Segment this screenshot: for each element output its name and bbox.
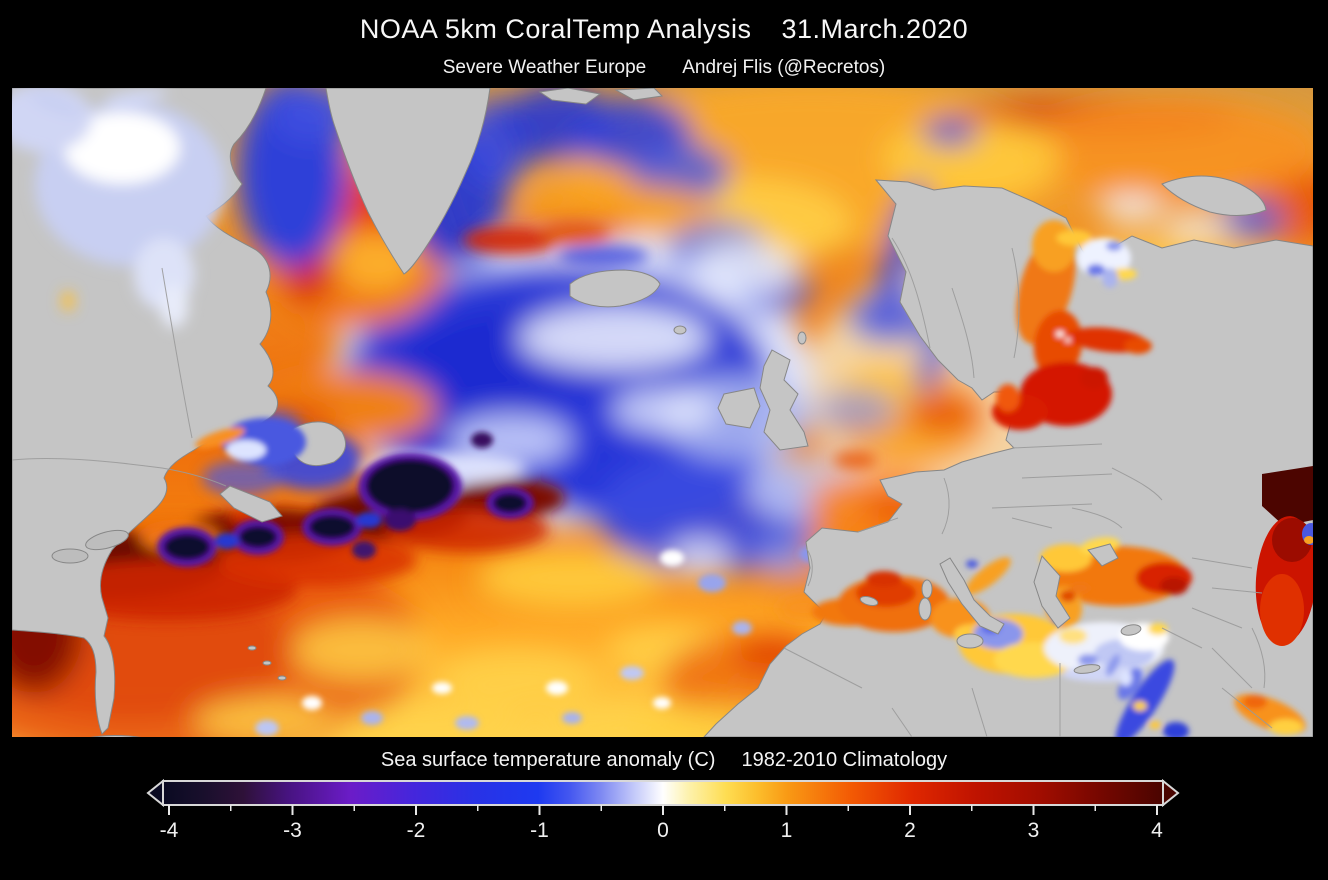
page-subtitle: Severe Weather Europe Andrej Flis (@Recr… [0, 57, 1328, 79]
colorbar-svg: -4 -3 -2 -1 0 1 2 3 4 [146, 778, 1180, 842]
land-novaya-zemlya [1161, 175, 1267, 216]
colorbar-tick-label: -4 [160, 819, 179, 842]
bahamas-cay [262, 660, 272, 666]
gulf-of-st-lawrence [195, 418, 306, 466]
bahamas-cay [247, 645, 257, 651]
colorbar-tick-label: 0 [657, 819, 669, 842]
land-greece [1033, 555, 1071, 629]
land-iceland [569, 269, 661, 308]
red-sea [1106, 654, 1189, 737]
land-greenland [325, 88, 491, 275]
land-italy [939, 557, 1005, 635]
colorbar-tick-label: 3 [1028, 819, 1040, 842]
land-crimea [1087, 543, 1119, 567]
colorbar-tick-label: -1 [530, 819, 549, 842]
land-faroe [673, 325, 687, 335]
legend-title-climatology: 1982-2010 Climatology [741, 749, 948, 771]
legend-title-label: Sea surface temperature anomaly (C) [380, 749, 716, 771]
baltic-sea [992, 220, 1152, 430]
colorbar-left-arrow [146, 778, 164, 808]
colorbar-tick-label: 4 [1151, 819, 1163, 842]
mediterranean-peninsulas [859, 543, 1142, 674]
subtitle-author: Andrej Flis (@Recretos) [682, 57, 886, 78]
white-sea [1056, 230, 1137, 288]
land-svalbard-2 [614, 88, 664, 101]
hudson-bay [12, 88, 225, 328]
land-cyprus [1120, 624, 1142, 636]
land-crete [1073, 664, 1101, 674]
persian-gulf [1234, 694, 1306, 735]
title-date: 31.March.2020 [781, 14, 969, 44]
page-title: NOAA 5km CoralTemp Analysis 31.March.202… [0, 14, 1328, 45]
land-sardinia [918, 597, 932, 621]
colorbar-gradient-bar [162, 780, 1164, 806]
title-main: NOAA 5km CoralTemp Analysis [359, 14, 752, 44]
land-svalbard [538, 88, 602, 105]
colorbar-tick-label: -3 [283, 819, 302, 842]
colorbar-ticks: -4 -3 -2 -1 0 1 2 3 4 [160, 805, 1163, 842]
legend-title: Sea surface temperature anomaly (C) 1982… [0, 749, 1328, 772]
colorbar-right-arrow [1162, 778, 1180, 808]
subtitle-credit: Severe Weather Europe [442, 57, 647, 78]
land-corsica [921, 579, 933, 599]
bahamas-cay [277, 675, 287, 681]
land-ireland [717, 387, 761, 429]
sst-anomaly-map [12, 88, 1313, 737]
land-cuba [90, 735, 141, 737]
land-sicily [956, 633, 984, 649]
caspian-sea [1255, 466, 1313, 646]
land-nova-scotia [219, 485, 283, 523]
land-uk [759, 349, 809, 451]
land-balearics [859, 595, 879, 607]
land-shetland [797, 331, 807, 345]
map-svg [12, 88, 1313, 737]
colorbar: -4 -3 -2 -1 0 1 2 3 4 [140, 778, 1190, 850]
colorbar-tick-label: -2 [407, 819, 426, 842]
great-lake [85, 529, 129, 551]
colorbar-tick-label: 1 [781, 819, 793, 842]
great-lake [51, 548, 89, 564]
country-borders [12, 237, 1273, 737]
colorbar-tick-label: 2 [904, 819, 916, 842]
